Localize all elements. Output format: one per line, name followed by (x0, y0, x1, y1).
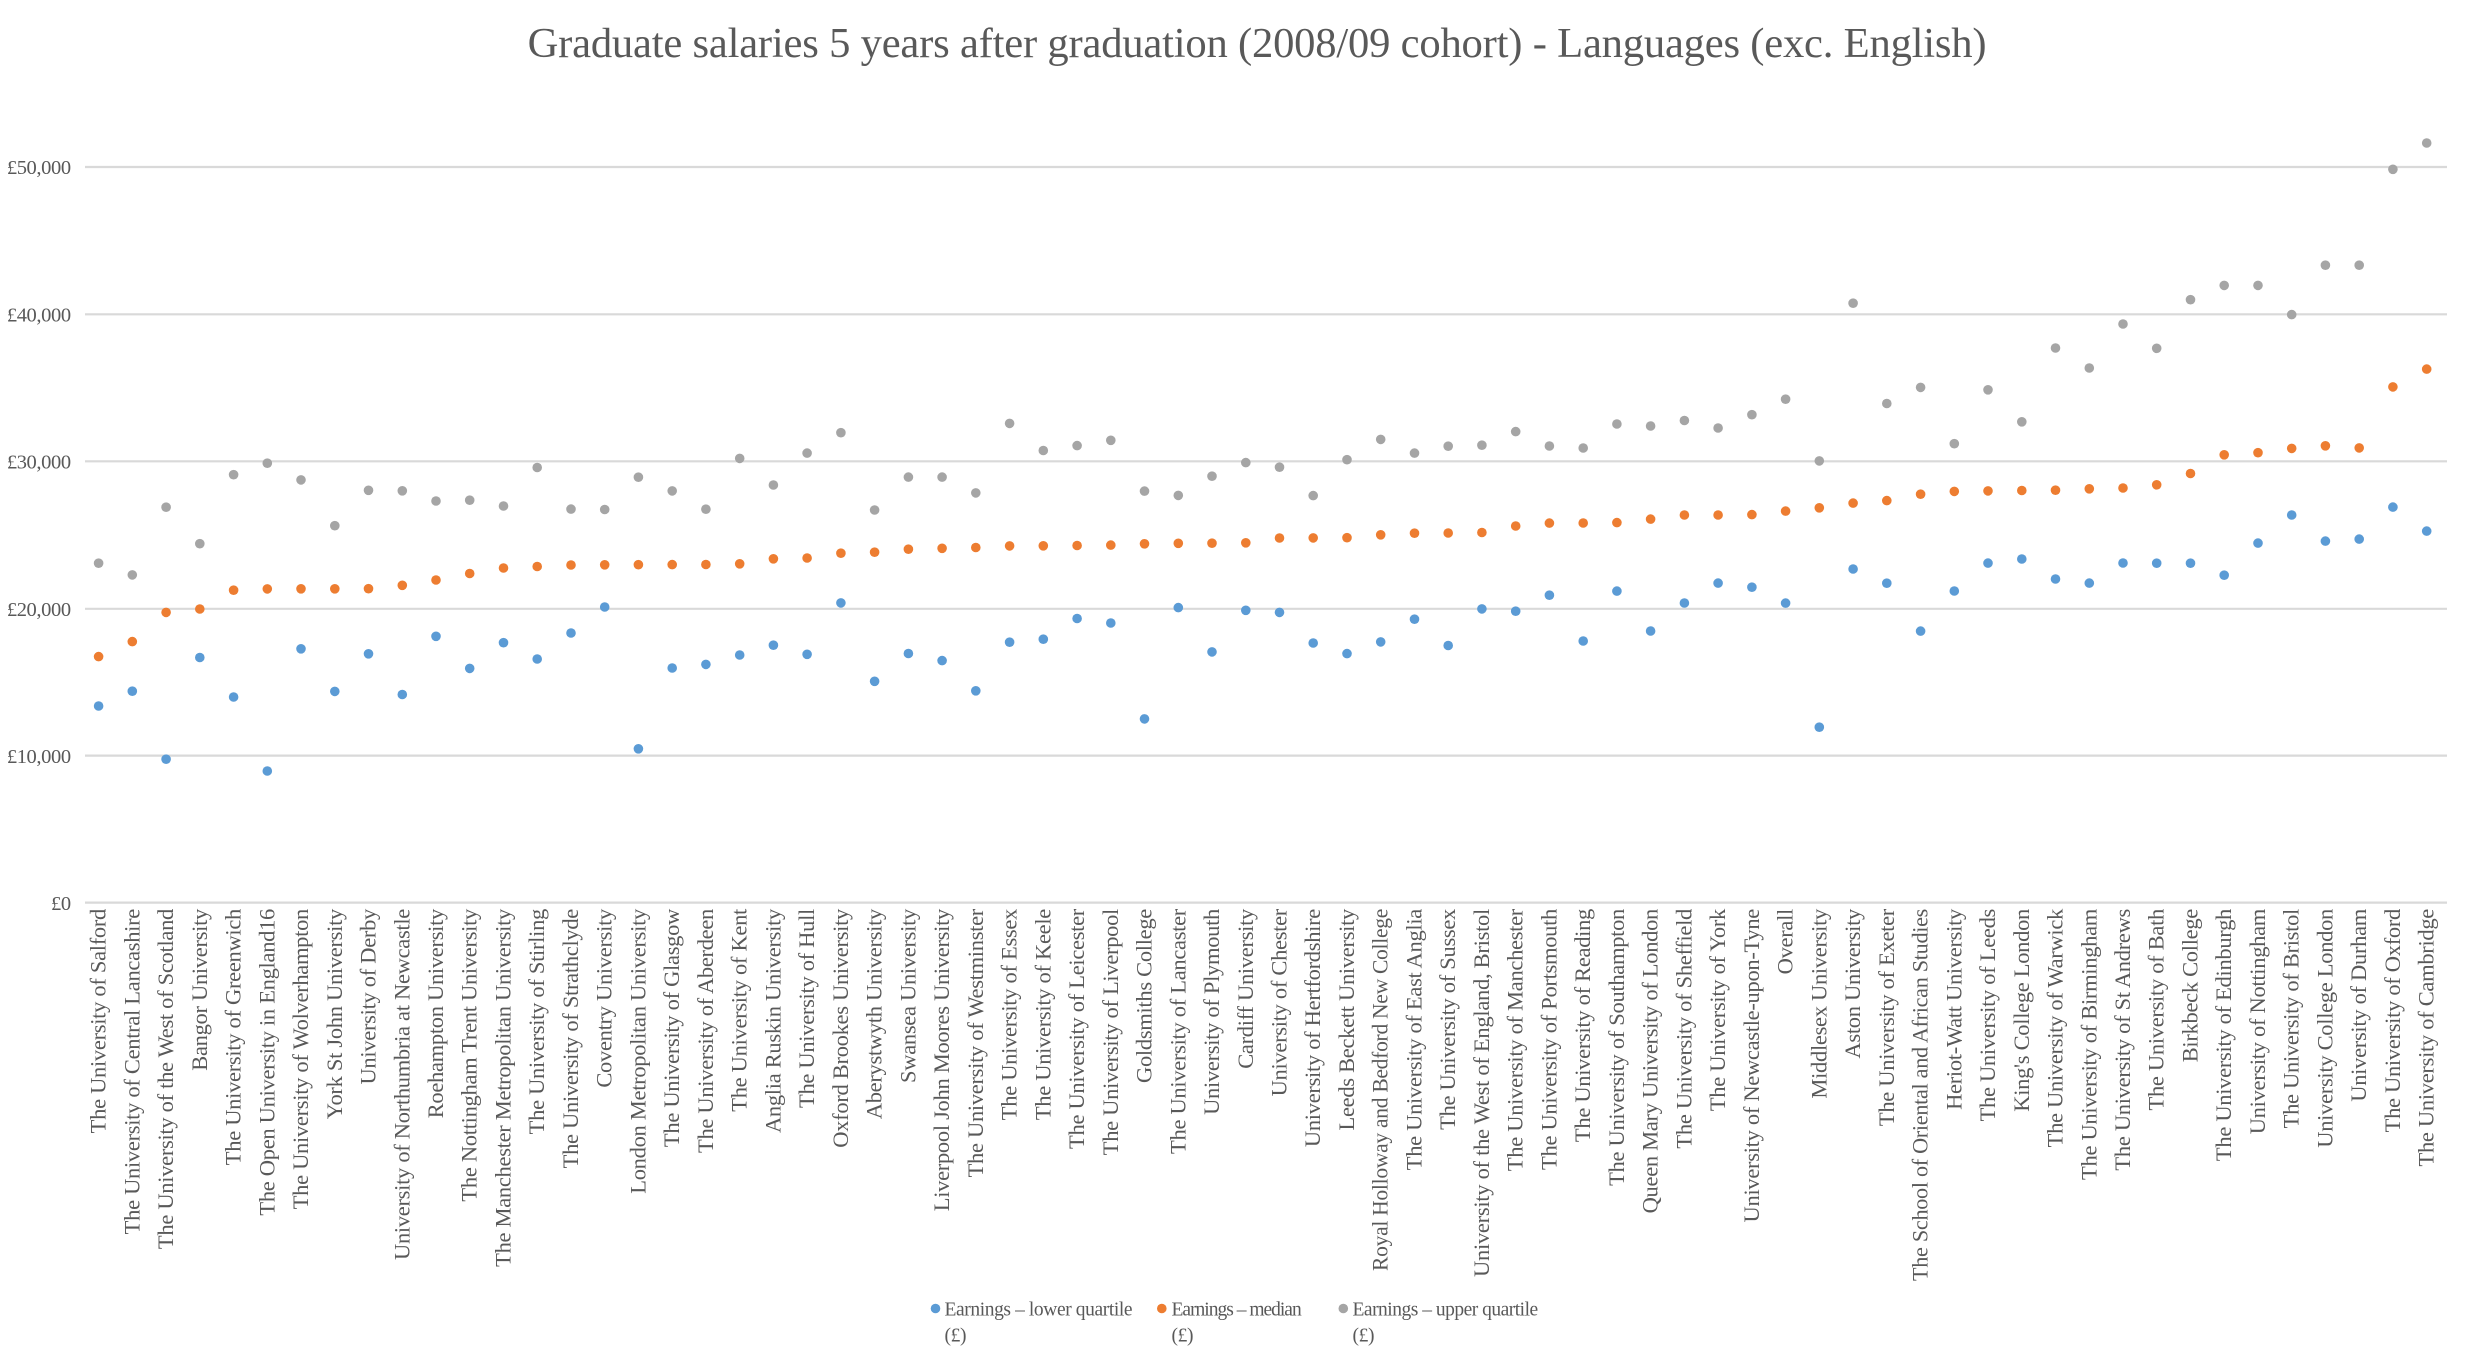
svg-text:Bangor University: Bangor University (187, 908, 212, 1071)
svg-text:The University of Bath: The University of Bath (2144, 909, 2169, 1111)
svg-text:King's College London: King's College London (2009, 909, 2034, 1112)
svg-text:University of Hertfordshire: University of Hertfordshire (1300, 909, 1325, 1147)
svg-text:University of Northumbria at N: University of Northumbria at Newcastle (389, 909, 414, 1260)
svg-text:Aberystwyth University: Aberystwyth University (862, 908, 887, 1119)
svg-text:(£): (£) (1172, 1326, 1194, 1347)
svg-text:(£): (£) (1353, 1326, 1375, 1347)
svg-text:The University of Sussex: The University of Sussex (1435, 909, 1460, 1130)
svg-text:£50,000: £50,000 (7, 157, 71, 179)
svg-text:Oxford Brookes University: Oxford Brookes University (828, 908, 853, 1148)
svg-text:Coventry University: Coventry University (592, 908, 617, 1088)
svg-text:The University of Hull: The University of Hull (794, 909, 819, 1108)
svg-text:Liverpool John Moores Universi: Liverpool John Moores University (929, 908, 954, 1211)
svg-text:The University of Southampton: The University of Southampton (1604, 909, 1629, 1186)
svg-text:The University of Salford: The University of Salford (86, 909, 111, 1133)
svg-text:The University of Essex: The University of Essex (997, 909, 1022, 1120)
svg-text:The University of Liverpool: The University of Liverpool (1098, 909, 1123, 1155)
svg-text:£0: £0 (51, 893, 71, 915)
svg-text:University of Chester: University of Chester (1267, 908, 1292, 1096)
svg-text:Cardiff University: Cardiff University (1233, 908, 1258, 1069)
svg-text:Swansea University: Swansea University (895, 908, 920, 1083)
svg-text:The University of Exeter: The University of Exeter (1874, 908, 1899, 1126)
svg-text:Anglia Ruskin University: Anglia Ruskin University (760, 908, 785, 1133)
svg-text:£30,000: £30,000 (7, 452, 71, 474)
svg-text:The University of Stirling: The University of Stirling (524, 909, 549, 1134)
svg-text:Leeds Beckett University: Leeds Beckett University (1334, 908, 1359, 1131)
svg-text:The University of Strathclyde: The University of Strathclyde (558, 909, 583, 1169)
svg-text:University of Derby: University of Derby (356, 908, 381, 1085)
svg-text:The University of the West of: The University of the West of Scotland (153, 909, 178, 1249)
svg-text:The University of Edinburgh: The University of Edinburgh (2211, 909, 2236, 1161)
svg-text:The University of Westminster: The University of Westminster (963, 908, 988, 1177)
svg-text:Goldsmiths College: Goldsmiths College (1132, 909, 1157, 1083)
svg-text:University of the West of Engl: University of the West of England, Brist… (1469, 909, 1494, 1277)
svg-text:Earnings – lower quartile: Earnings – lower quartile (945, 1300, 1133, 1321)
svg-text:The University of Reading: The University of Reading (1570, 909, 1595, 1142)
svg-text:University of Newcastle-upon-T: University of Newcastle-upon-Tyne (1739, 909, 1764, 1223)
svg-text:The University of Glasgow: The University of Glasgow (659, 908, 684, 1147)
svg-text:The University of Bristol: The University of Bristol (2279, 909, 2304, 1128)
svg-text:The University of East Anglia: The University of East Anglia (1402, 909, 1427, 1171)
svg-text:The Open University in England: The Open University in England16 (254, 909, 279, 1216)
svg-text:Graduate salaries 5 years afte: Graduate salaries 5 years after graduati… (528, 20, 1987, 67)
svg-text:Aston University: Aston University (1840, 908, 1865, 1059)
svg-text:The University of Wolverhampto: The University of Wolverhampton (288, 909, 313, 1209)
svg-text:£20,000: £20,000 (7, 599, 71, 621)
svg-text:(£): (£) (945, 1326, 967, 1347)
svg-text:The University of Central Lanc: The University of Central Lancashire (119, 909, 144, 1235)
svg-text:University of Durham: University of Durham (2346, 908, 2371, 1102)
svg-text:Earnings – median: Earnings – median (1172, 1300, 1302, 1321)
svg-text:Overall: Overall (1773, 909, 1798, 974)
svg-text:Heriot-Watt University: Heriot-Watt University (1941, 908, 1966, 1110)
svg-text:Royal Holloway and Bedford New: Royal Holloway and Bedford New College (1368, 909, 1393, 1271)
svg-text:The University of Keele: The University of Keele (1030, 909, 1055, 1120)
svg-text:The University of St Andrews: The University of St Andrews (2110, 909, 2135, 1171)
svg-text:The Manchester Metropolitan Un: The Manchester Metropolitan University (491, 908, 516, 1267)
svg-text:The University of Oxford: The University of Oxford (2380, 909, 2405, 1132)
svg-text:The University of Cambridge: The University of Cambridge (2414, 909, 2439, 1167)
svg-text:Earnings – upper quartile: Earnings – upper quartile (1353, 1300, 1538, 1321)
svg-text:Queen Mary University of Londo: Queen Mary University of London (1638, 909, 1663, 1213)
svg-text:University of Nottingham: University of Nottingham (2245, 908, 2270, 1134)
svg-text:The University of Lancaster: The University of Lancaster (1165, 908, 1190, 1154)
svg-text:University of Plymouth: University of Plymouth (1199, 909, 1224, 1115)
svg-text:£10,000: £10,000 (7, 746, 71, 768)
svg-text:The University of Warwick: The University of Warwick (2043, 908, 2068, 1147)
svg-text:The University of Leicester: The University of Leicester (1064, 908, 1089, 1149)
svg-text:£40,000: £40,000 (7, 305, 71, 327)
svg-text:The University of Greenwich: The University of Greenwich (221, 909, 246, 1165)
svg-text:The Nottingham Trent Universit: The Nottingham Trent University (457, 908, 482, 1202)
svg-text:Middlesex University: Middlesex University (1806, 908, 1831, 1099)
svg-text:London Metropolitan University: London Metropolitan University (625, 908, 650, 1194)
svg-text:The University of Kent: The University of Kent (727, 908, 752, 1112)
svg-text:The University of York: The University of York (1705, 908, 1730, 1111)
svg-text:Roehampton University: Roehampton University (423, 908, 448, 1118)
svg-text:The University of Birmingham: The University of Birmingham (2076, 908, 2101, 1180)
svg-text:The School of Oriental and Afr: The School of Oriental and African Studi… (1908, 909, 1933, 1281)
svg-text:University College London: University College London (2312, 909, 2337, 1148)
svg-text:The University of Portsmouth: The University of Portsmouth (1536, 909, 1561, 1170)
svg-text:The University of Sheffield: The University of Sheffield (1671, 909, 1696, 1149)
svg-text:York St John University: York St John University (322, 908, 347, 1119)
svg-text:The University of Aberdeen: The University of Aberdeen (693, 909, 718, 1153)
svg-text:The University of Manchester: The University of Manchester (1503, 908, 1528, 1171)
svg-text:Birkbeck College: Birkbeck College (2178, 909, 2203, 1063)
svg-text:The University of Leeds: The University of Leeds (1975, 909, 2000, 1121)
